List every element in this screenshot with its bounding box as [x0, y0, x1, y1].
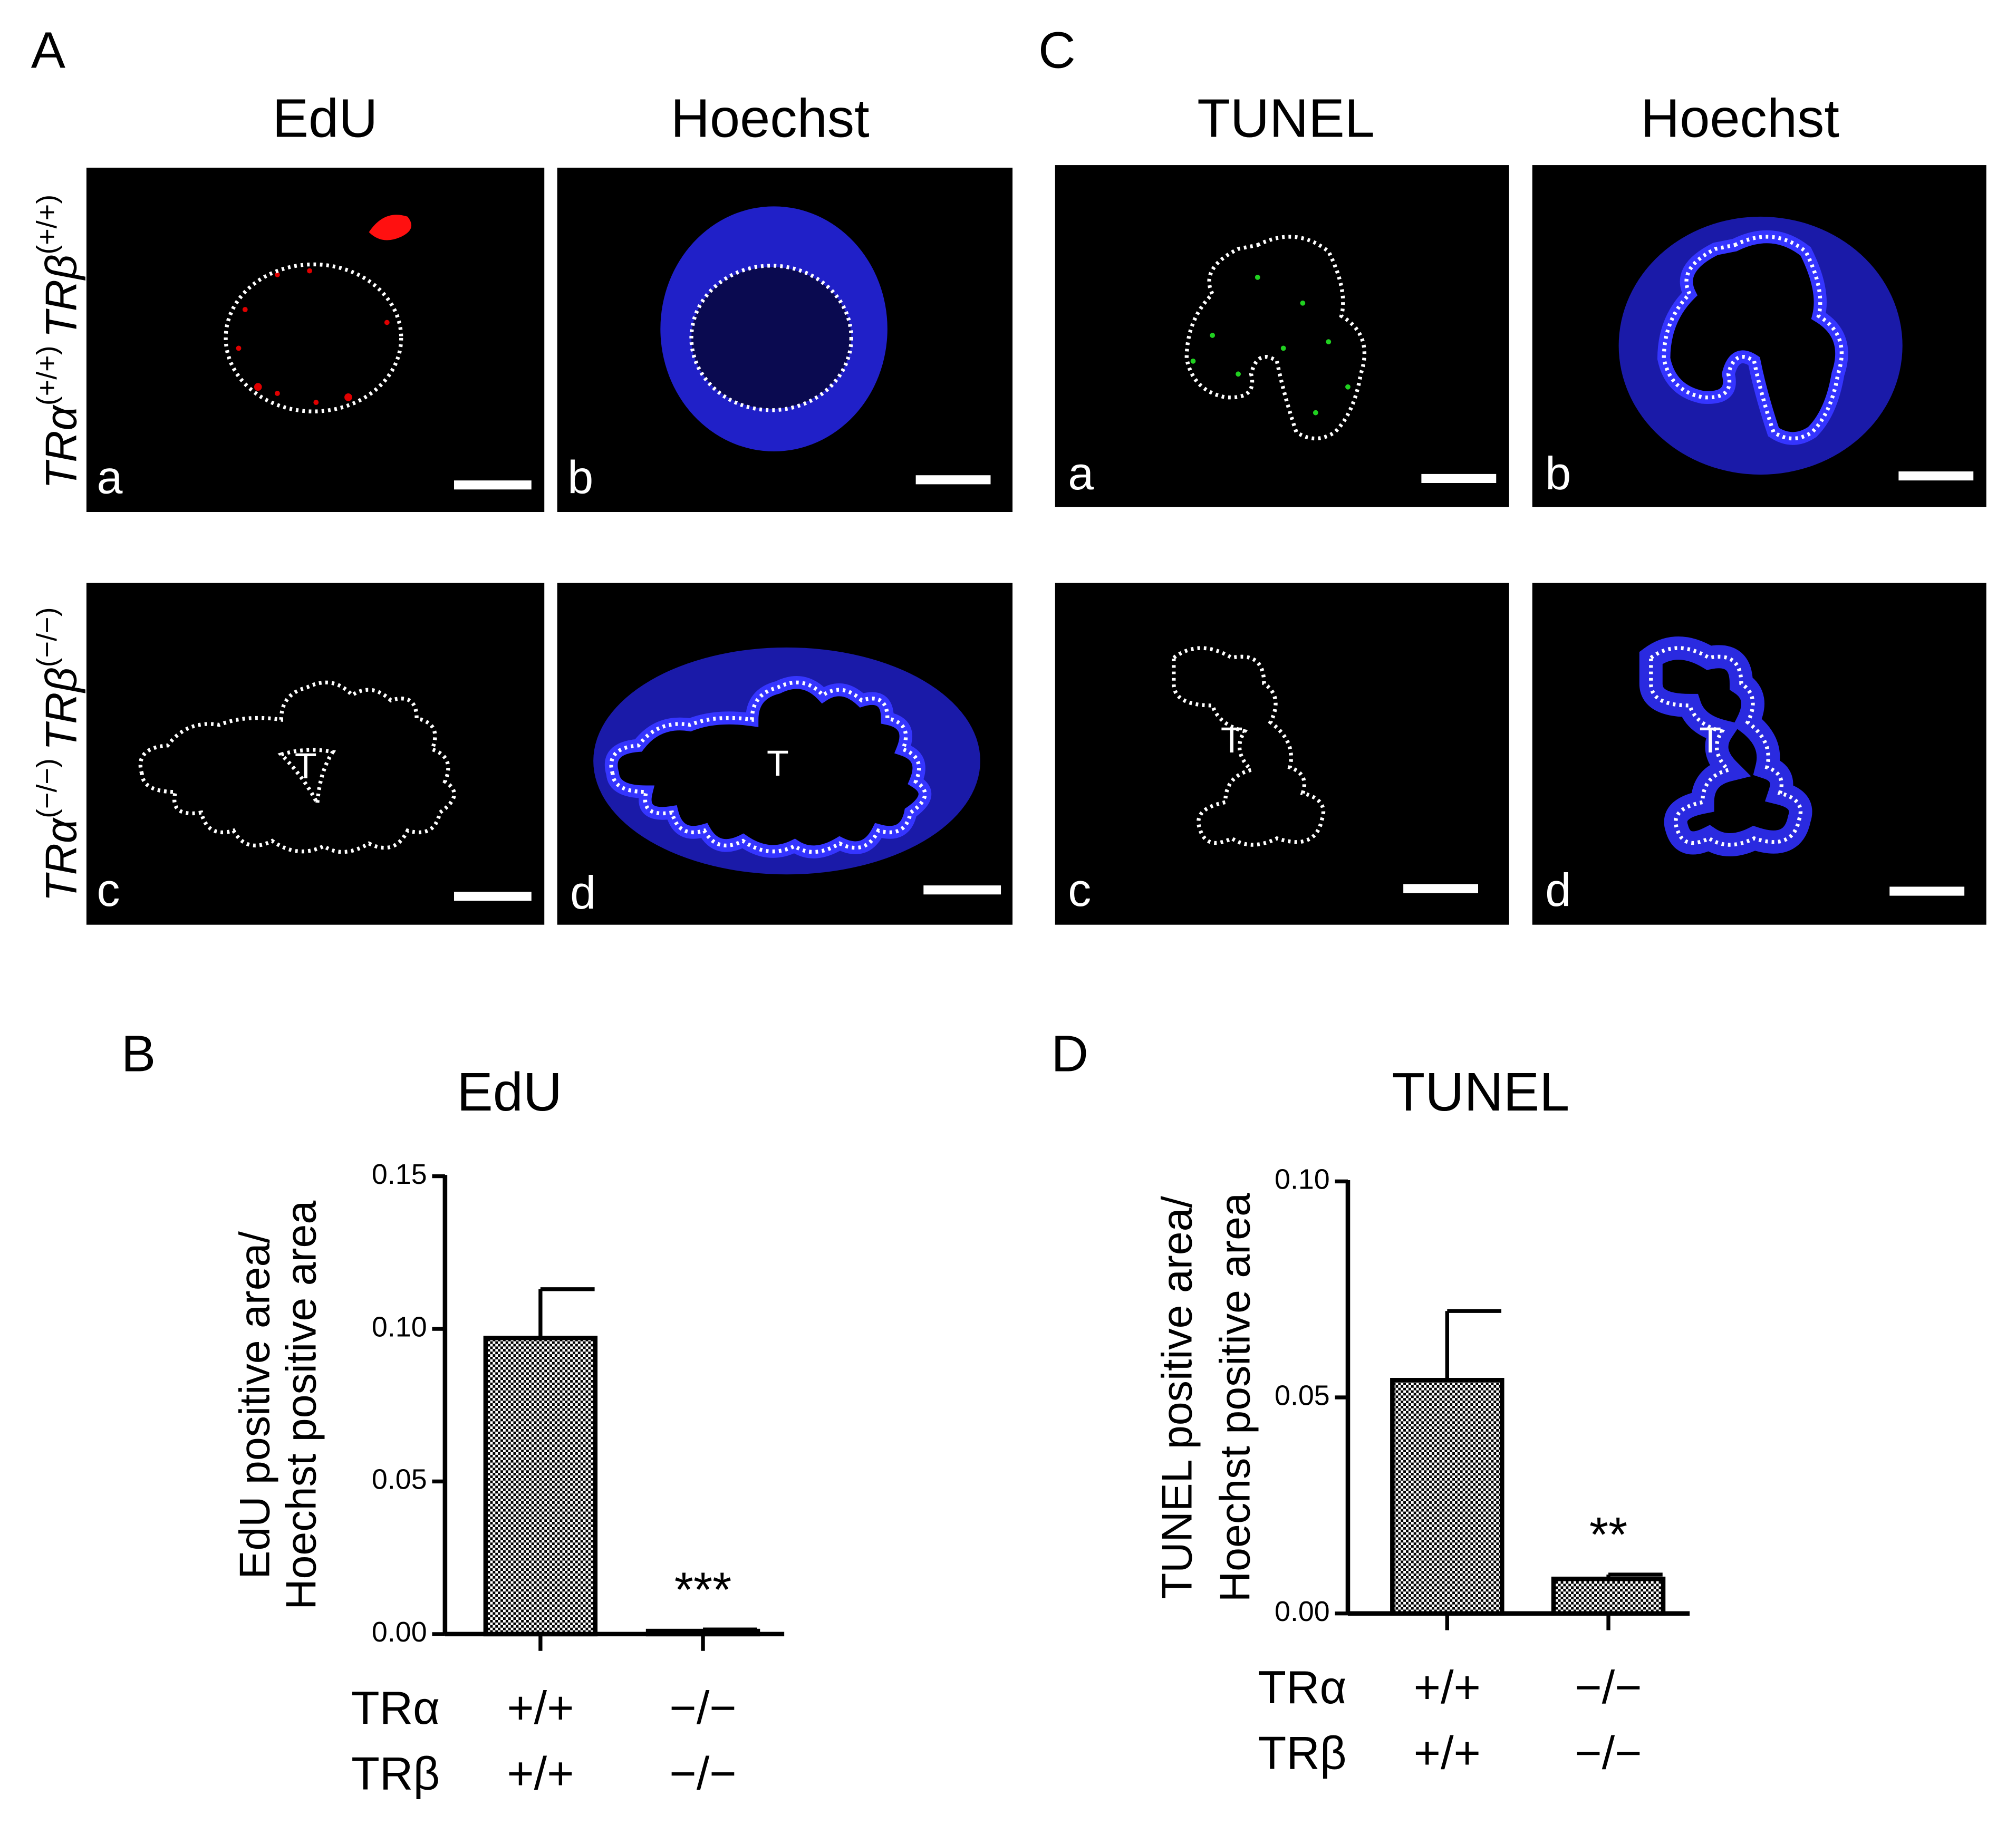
y-axis-label: Hoechst positive area [1211, 1193, 1259, 1602]
genotype: (−/−) [31, 758, 63, 818]
gene: TRα [36, 404, 85, 489]
panel-letter: D [1051, 1024, 1088, 1082]
image-label: d [570, 866, 596, 919]
y-tick-label: 0.05 [1275, 1379, 1330, 1411]
genotype: (+/+) [31, 195, 63, 255]
micrograph: T d [1532, 583, 1986, 925]
genotype-label: +/+ [507, 1748, 574, 1800]
micrograph: a [86, 167, 545, 513]
gene: TRβ [36, 255, 85, 338]
micrograph: T c [1055, 583, 1509, 925]
y-tick-label: 0.10 [1275, 1164, 1330, 1195]
marker: T [295, 746, 317, 786]
genotype-name: TRα [351, 1682, 440, 1734]
marker: T [767, 743, 789, 784]
micrograph: a [1055, 165, 1509, 507]
genotype-label: −/− [669, 1748, 736, 1800]
genotype: (+/+) [31, 346, 63, 406]
genotype-name: TRα [1258, 1661, 1346, 1713]
panel-letter: A [31, 21, 66, 79]
image-label: a [1068, 447, 1094, 499]
panel-letter: B [121, 1024, 156, 1082]
image-label: d [1545, 864, 1571, 916]
micrograph: T d [557, 583, 1013, 925]
genotype-label: +/+ [1414, 1661, 1481, 1713]
image-label: b [1545, 447, 1571, 499]
micrograph: T c [86, 583, 545, 925]
micrograph: b [557, 167, 1013, 513]
genotype-label: +/+ [1414, 1727, 1481, 1779]
row-label: TRα(−/−)TRβ(−/−) [31, 607, 85, 902]
column-header: EdU [273, 88, 378, 148]
bar [1551, 1576, 1666, 1616]
column-header: Hoechst [671, 88, 870, 148]
genotype-label: −/− [1575, 1727, 1642, 1779]
image-label: b [567, 451, 593, 504]
y-axis-label: TUNEL positive area/ [1153, 1196, 1201, 1599]
micrograph: b [1532, 165, 1986, 507]
panel-letter: C [1038, 21, 1076, 79]
significance: ** [1589, 1507, 1627, 1562]
marker: T [1699, 720, 1721, 760]
chart-title: TUNEL [1392, 1061, 1570, 1122]
y-tick-label: 0.15 [372, 1159, 427, 1190]
y-tick-label: 0.00 [372, 1616, 427, 1648]
marker: T [1221, 720, 1243, 760]
genotype-label: −/− [669, 1682, 736, 1734]
y-tick-label: 0.05 [372, 1464, 427, 1495]
gene: TRα [36, 817, 85, 902]
column-header: Hoechst [1641, 88, 1839, 148]
image-label: a [97, 451, 123, 504]
genotype-name: TRβ [1258, 1727, 1347, 1779]
bar [645, 1628, 760, 1637]
image-label: c [1068, 864, 1091, 916]
image-label: c [97, 864, 120, 916]
genotype-label: −/− [1575, 1661, 1642, 1713]
column-header: TUNEL [1197, 88, 1375, 148]
y-axis-label: EdU positive area/ [231, 1231, 279, 1579]
row-label: TRα(+/+)TRβ(+/+) [31, 195, 85, 489]
gene: TRβ [36, 667, 85, 750]
significance: *** [674, 1562, 732, 1617]
y-axis-label: Hoechst positive area [278, 1201, 325, 1610]
chart-title: EdU [457, 1061, 562, 1122]
bar [483, 1336, 598, 1637]
y-tick-label: 0.10 [372, 1311, 427, 1343]
genotype-label: +/+ [507, 1682, 574, 1734]
y-tick-label: 0.00 [1275, 1596, 1330, 1627]
bar [1390, 1378, 1504, 1616]
genotype-name: TRβ [351, 1748, 440, 1800]
genotype: (−/−) [31, 607, 63, 668]
